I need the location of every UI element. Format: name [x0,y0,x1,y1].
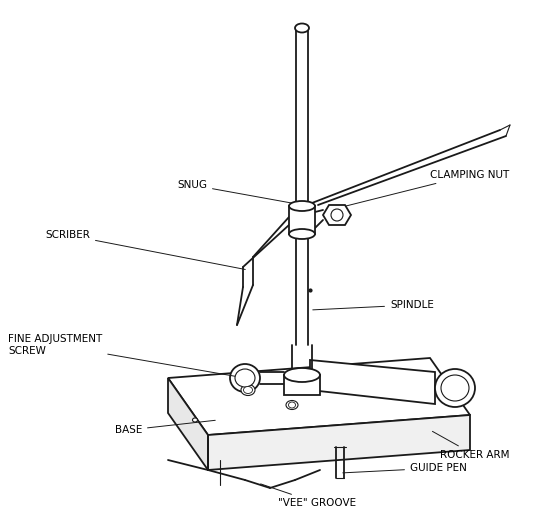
Text: "VEE" GROOVE: "VEE" GROOVE [261,484,356,508]
Ellipse shape [435,369,475,407]
Text: SNUG: SNUG [177,180,294,204]
Polygon shape [168,378,208,470]
Polygon shape [208,415,470,470]
Ellipse shape [441,375,469,401]
Text: SCRIBER: SCRIBER [45,230,245,269]
Ellipse shape [235,369,255,387]
Ellipse shape [243,386,252,394]
Polygon shape [289,206,315,234]
Text: CLAMPING NUT: CLAMPING NUT [344,170,509,206]
Ellipse shape [289,201,315,211]
Polygon shape [168,358,470,435]
Text: FINE ADJUSTMENT
SCREW: FINE ADJUSTMENT SCREW [8,334,242,377]
Text: BASE: BASE [115,420,215,435]
Ellipse shape [289,402,295,408]
Polygon shape [323,205,351,225]
Text: SPINDLE: SPINDLE [313,300,434,310]
Polygon shape [310,360,435,404]
Ellipse shape [241,385,255,396]
Text: GUIDE PEN: GUIDE PEN [343,463,467,473]
Ellipse shape [331,209,343,221]
Text: ROCKER ARM: ROCKER ARM [432,431,509,460]
Polygon shape [284,375,320,395]
Ellipse shape [284,368,320,382]
Ellipse shape [286,400,298,409]
Ellipse shape [295,23,309,32]
Ellipse shape [193,418,198,422]
Ellipse shape [230,364,260,392]
Ellipse shape [289,229,315,239]
